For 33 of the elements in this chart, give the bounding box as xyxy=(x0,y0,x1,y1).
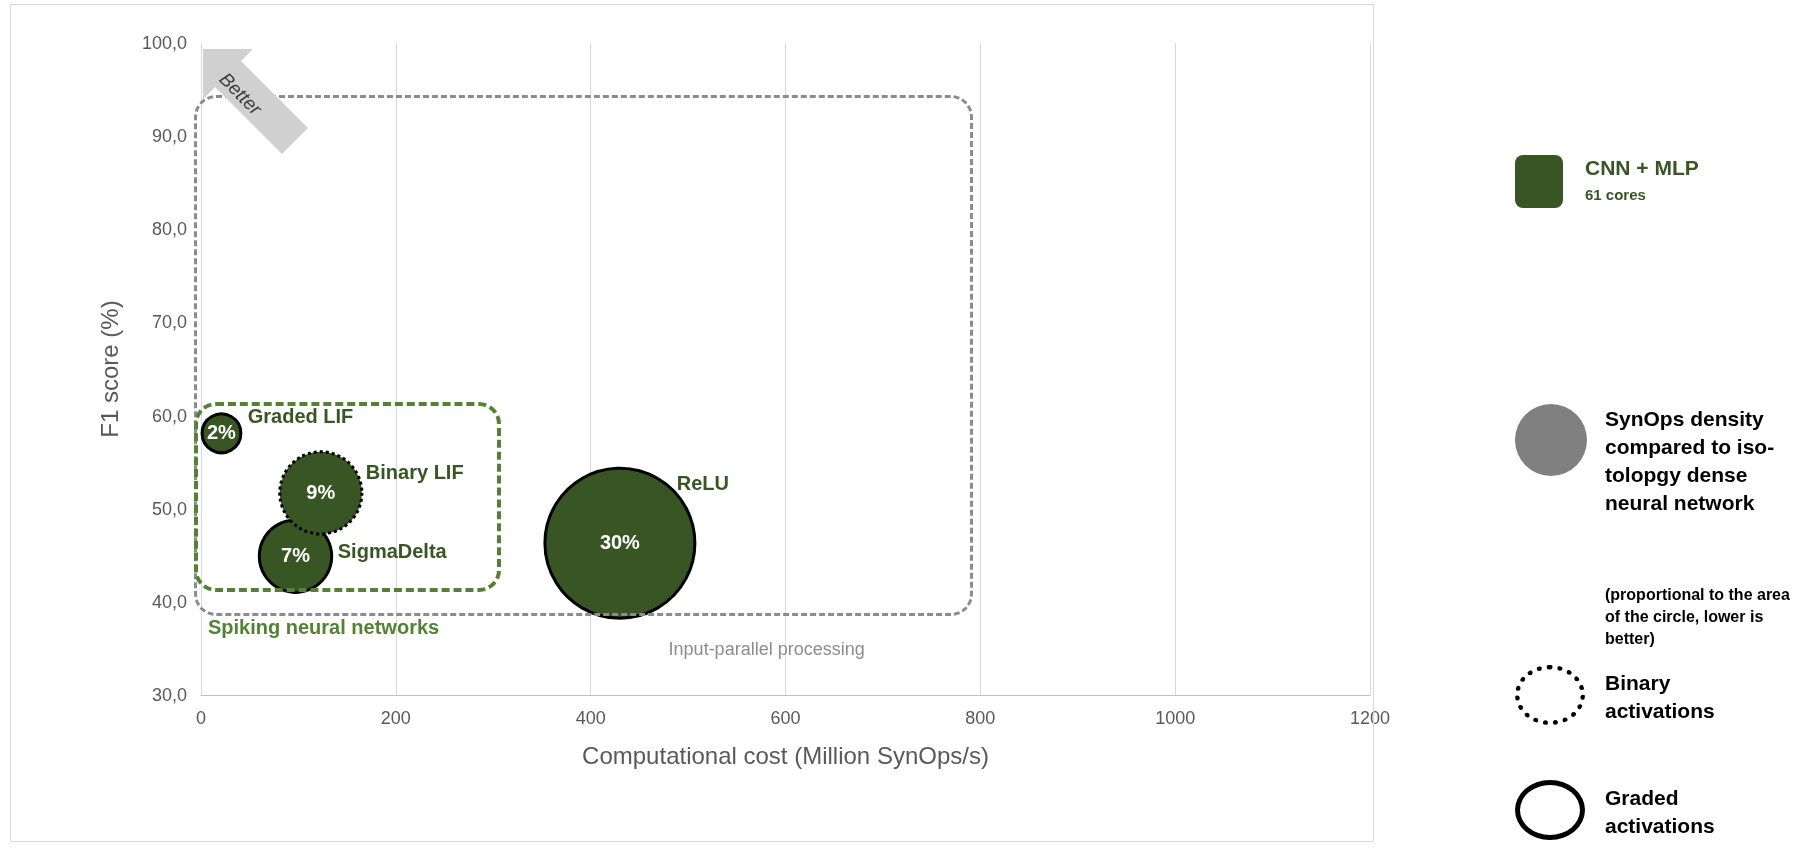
y-tick-label: 100,0 xyxy=(141,33,187,53)
y-tick-label: 40,0 xyxy=(151,591,187,612)
y-axis-title: F1 score (%) xyxy=(95,300,123,438)
x-tick-label: 1000 xyxy=(1155,708,1196,728)
text: (proportional to the area of the circle, lower is better) xyxy=(1605,585,1791,649)
x-tick-label: 800 xyxy=(965,708,996,728)
y-tick-label: 50,0 xyxy=(151,498,187,519)
x-tick-label: 0 xyxy=(195,708,207,728)
x-tick-label: 600 xyxy=(770,708,801,728)
x-tick-label: 400 xyxy=(575,708,606,728)
text: Binary activations xyxy=(1605,670,1716,724)
annotation: ReLU xyxy=(676,471,730,495)
annotation: Input-parallel processing xyxy=(668,639,865,661)
text: 61 cores xyxy=(1585,186,1646,203)
y-tick-label: 70,0 xyxy=(151,312,187,333)
annotation: Graded LIF xyxy=(247,405,354,429)
annotation: SigmaDelta xyxy=(337,540,447,564)
text: Graded activations xyxy=(1605,785,1716,839)
x-tick-label: 200 xyxy=(380,708,411,728)
y-tick-label: 80,0 xyxy=(151,219,187,240)
x-tick-label: 1200 xyxy=(1349,708,1391,728)
y-tick-label: 30,0 xyxy=(151,685,187,705)
annotation: Binary LIF xyxy=(365,461,464,485)
x-axis-title: Computational cost (Million SynOps/s) xyxy=(582,741,989,769)
annotation: Spiking neural networks xyxy=(208,615,440,639)
y-tick-label: 60,0 xyxy=(151,405,187,426)
text: CNN + MLP xyxy=(1585,156,1699,180)
text: SynOps density compared to iso-tolopgy dense neural network xyxy=(1605,406,1776,516)
annotation: 9% xyxy=(305,480,337,504)
annotation: 2% xyxy=(207,421,236,444)
annotation: 30% xyxy=(598,531,641,555)
annotation: 7% xyxy=(280,544,311,568)
y-tick-label: 90,0 xyxy=(151,126,187,147)
